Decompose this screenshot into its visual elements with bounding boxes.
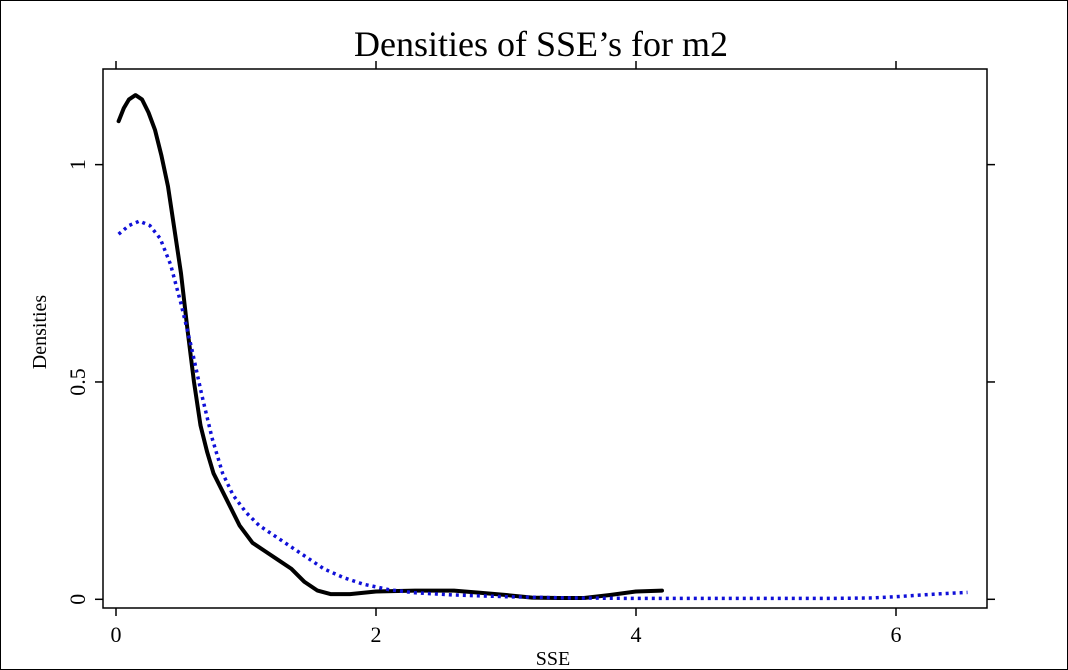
- y-tick-label: 0: [65, 594, 90, 605]
- x-tick-label: 2: [371, 622, 382, 647]
- y-tick-label: 1: [65, 159, 90, 170]
- x-tick-label: 0: [111, 622, 122, 647]
- y-tick-label: 0.5: [65, 368, 90, 396]
- y-axis-label: Densities: [29, 295, 51, 370]
- x-axis-label: SSE: [536, 648, 570, 670]
- series-line-2: [117, 219, 968, 601]
- series-layer: [116, 93, 968, 601]
- x-tick-label: 4: [631, 622, 642, 647]
- axes: 0 2 4 6 0 0.5 1: [65, 61, 995, 647]
- chart-title: Densities of SSE’s for m2: [354, 24, 728, 64]
- x-tick-label: 6: [891, 622, 902, 647]
- plot-frame: [102, 68, 988, 609]
